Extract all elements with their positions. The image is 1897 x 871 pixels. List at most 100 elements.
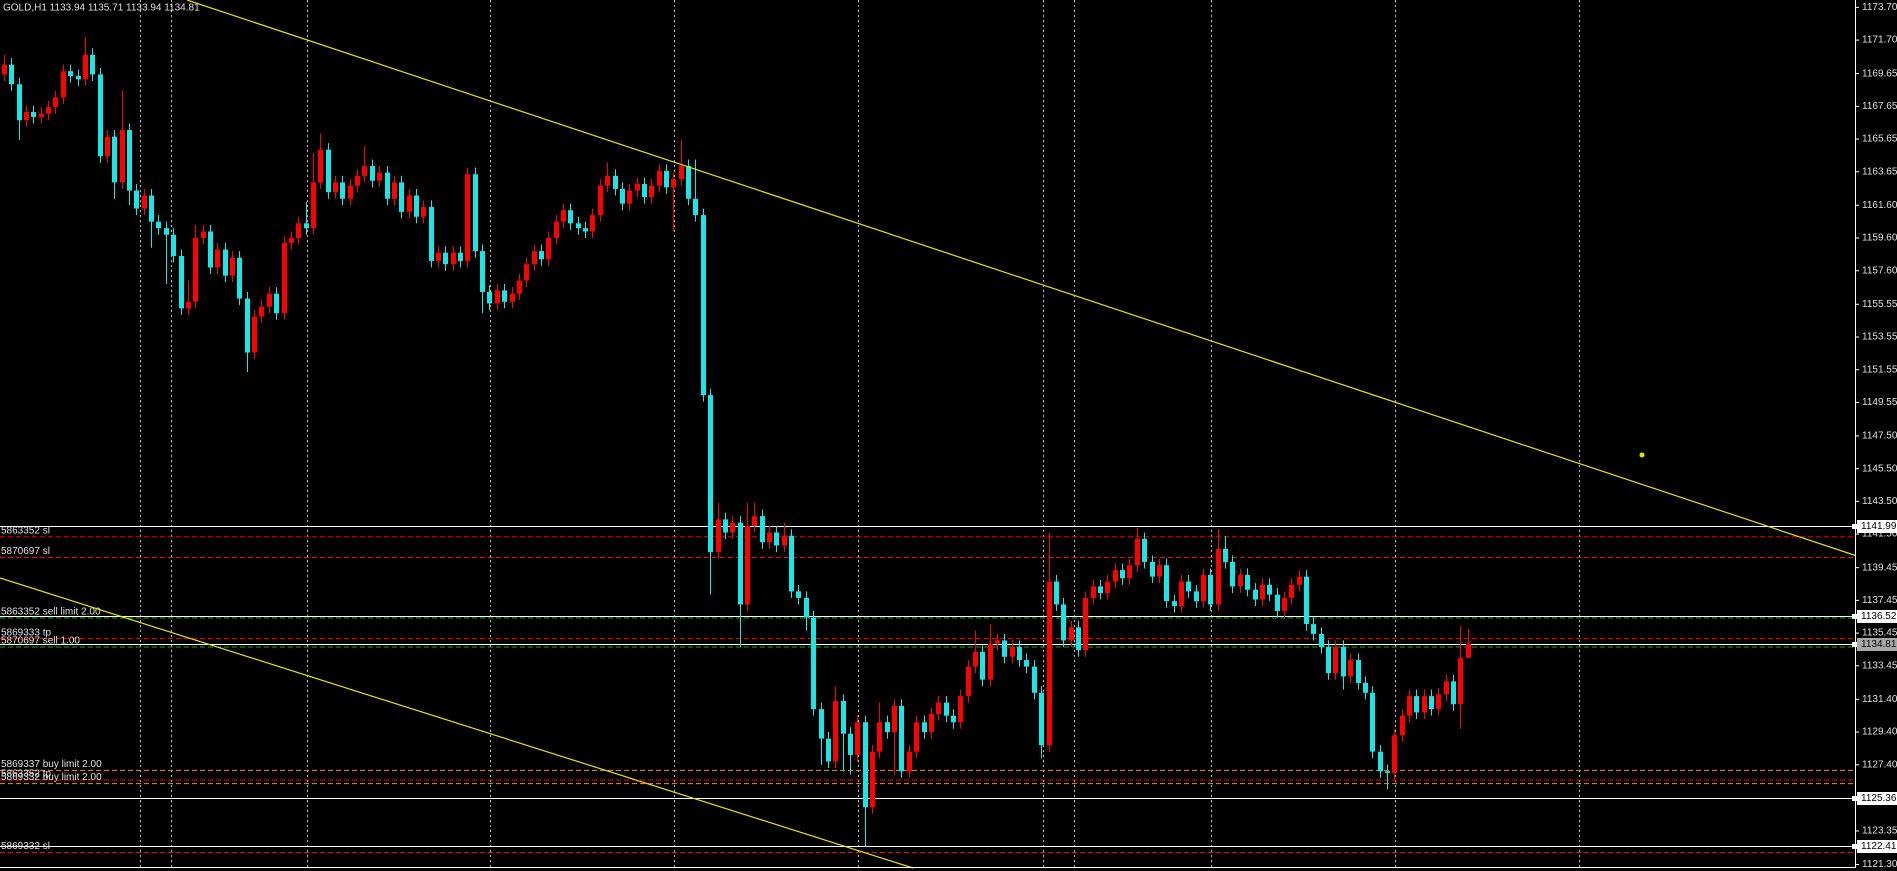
candle-body bbox=[701, 215, 706, 396]
candle-body bbox=[745, 525, 750, 605]
candle-body bbox=[554, 221, 559, 239]
candle-body bbox=[120, 130, 125, 183]
order-label: 5863352 sell limit 2.00 bbox=[1, 607, 101, 618]
candle-body bbox=[83, 54, 88, 80]
price-label-box bbox=[1857, 610, 1897, 623]
y-tick-label: 1165.65 bbox=[1862, 134, 1897, 145]
candle-body bbox=[1407, 696, 1412, 716]
candle-body bbox=[1142, 539, 1147, 562]
candle-body bbox=[252, 316, 257, 353]
candle-body bbox=[1253, 589, 1258, 600]
candle-body bbox=[407, 195, 412, 212]
candle-body bbox=[561, 210, 566, 222]
candle-body bbox=[1017, 646, 1022, 661]
y-tick-label: 1139.45 bbox=[1862, 562, 1897, 573]
candle-body bbox=[429, 206, 434, 261]
candle-body bbox=[1186, 581, 1191, 592]
candle-body bbox=[870, 751, 875, 808]
price-marker bbox=[1852, 796, 1857, 801]
y-tick-label: 1123.35 bbox=[1862, 826, 1897, 837]
price-label: 1134.81 bbox=[1861, 639, 1897, 650]
candle-body bbox=[237, 257, 242, 299]
trendline bbox=[186, 0, 1858, 557]
candle-body bbox=[465, 174, 470, 261]
candle-body bbox=[385, 172, 390, 199]
chart-title: GOLD,H1 1133.94 1135.71 1133.94 1134.81 bbox=[3, 3, 200, 14]
candle-body bbox=[1179, 581, 1184, 607]
candle-body bbox=[333, 182, 338, 193]
candle-body bbox=[1105, 581, 1110, 593]
candle-body bbox=[1297, 576, 1302, 585]
candle-body bbox=[1039, 692, 1044, 746]
candle-body bbox=[833, 700, 838, 762]
candle-body bbox=[495, 290, 500, 304]
candle-body bbox=[1326, 646, 1331, 674]
candle-body bbox=[664, 170, 669, 188]
candle-body bbox=[1238, 575, 1243, 587]
candle-body bbox=[1061, 604, 1066, 641]
candle-body bbox=[598, 185, 603, 216]
price-label: 1122.41 bbox=[1861, 841, 1897, 852]
candle-body bbox=[201, 231, 206, 239]
y-tick-label: 1163.65 bbox=[1862, 166, 1897, 177]
candle-body bbox=[1150, 561, 1155, 577]
candle-body bbox=[657, 170, 662, 186]
candle-body bbox=[355, 175, 360, 186]
candle-body bbox=[1260, 584, 1265, 600]
candle-body bbox=[282, 242, 287, 314]
candle-body bbox=[590, 215, 595, 232]
candle-body bbox=[156, 221, 161, 229]
candle-body bbox=[480, 251, 485, 292]
candle-body bbox=[1223, 548, 1228, 562]
candle-body bbox=[171, 234, 176, 257]
candles bbox=[2, 36, 1471, 847]
candle-body bbox=[1002, 640, 1007, 657]
candle-body bbox=[1135, 539, 1140, 566]
candle-body bbox=[811, 617, 816, 710]
candle-body bbox=[980, 651, 985, 680]
candle-body bbox=[1172, 601, 1177, 607]
candle-body bbox=[362, 166, 367, 176]
candle-body bbox=[112, 136, 117, 183]
candle-body bbox=[61, 71, 66, 98]
order-label: 5863352 tp bbox=[1, 769, 51, 780]
candle-body bbox=[1458, 657, 1463, 705]
y-tick-label: 1159.60 bbox=[1862, 233, 1897, 244]
candle-body bbox=[620, 188, 625, 204]
candle-body bbox=[1319, 633, 1324, 647]
candle-body bbox=[568, 210, 573, 224]
candle-body bbox=[348, 185, 353, 199]
candle-body bbox=[1120, 570, 1125, 579]
candle-body bbox=[502, 290, 507, 302]
candle-body bbox=[576, 223, 581, 229]
candle-body bbox=[274, 293, 279, 314]
candle-body bbox=[1392, 735, 1397, 773]
candle-body bbox=[487, 291, 492, 304]
candle-body bbox=[1201, 575, 1206, 602]
candle-body bbox=[1164, 565, 1169, 602]
candle-body bbox=[76, 76, 81, 80]
levels: 5863352 sl 5870697 sl 5863352 sell limit 2… bbox=[0, 526, 1855, 853]
y-tick-label: 1171.70 bbox=[1862, 35, 1897, 46]
candle-body bbox=[223, 249, 228, 276]
candle-body bbox=[826, 738, 831, 762]
y-tick-label: 1121.30 bbox=[1862, 859, 1897, 870]
candle-body bbox=[944, 702, 949, 716]
price-marker bbox=[1852, 524, 1857, 529]
order-label: 5869332 buy limit 2.00 bbox=[1, 772, 102, 783]
candle-body bbox=[179, 256, 184, 309]
candle-body bbox=[1422, 696, 1427, 713]
candle-body bbox=[649, 185, 654, 198]
candle-body bbox=[259, 306, 264, 317]
candle-body bbox=[877, 722, 882, 752]
candle-body bbox=[789, 535, 794, 592]
candle-body bbox=[289, 238, 294, 243]
candle-body bbox=[193, 238, 198, 302]
candle-body bbox=[39, 113, 44, 117]
candle-body bbox=[46, 107, 51, 114]
candle-body bbox=[1429, 696, 1434, 710]
y-tick-label: 1161.60 bbox=[1862, 200, 1897, 211]
y-tick-label: 1143.50 bbox=[1862, 496, 1897, 507]
